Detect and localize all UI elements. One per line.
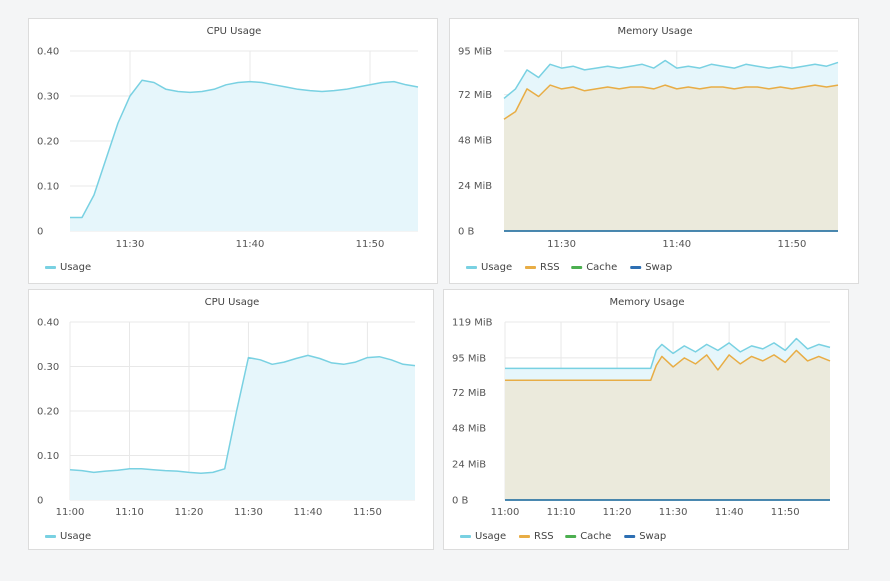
- x-tick-label: 11:30: [116, 239, 145, 250]
- legend-item-rss[interactable]: RSS: [525, 262, 560, 273]
- legend-label: Usage: [60, 531, 91, 542]
- x-tick-label: 11:00: [491, 507, 520, 518]
- y-tick-label: 0.20: [37, 137, 59, 148]
- rss-series-line: [505, 349, 831, 382]
- x-tick-label: 11:40: [662, 239, 691, 250]
- legend-item-rss[interactable]: RSS: [519, 531, 554, 542]
- legend-item-cache[interactable]: Cache: [565, 531, 611, 542]
- usage-series-line: [505, 337, 831, 370]
- memory-usage-chart-2: Memory Usage 0 B 24 MiB 48 MiB 72 MiB 95 MiB 1…: [452, 297, 831, 542]
- legend-item-usage[interactable]: Usage: [45, 531, 91, 542]
- y-tick-label: 0.10: [37, 182, 59, 193]
- legend-label: RSS: [534, 531, 554, 542]
- legend-swatch: [525, 266, 536, 269]
- x-tick-label: 11:30: [234, 507, 263, 518]
- y-tick-label: 24 MiB: [458, 181, 492, 192]
- chart-title: CPU Usage: [207, 26, 262, 37]
- x-tick-label: 11:00: [56, 507, 85, 518]
- y-tick-label: 0.40: [37, 47, 59, 58]
- legend-label: Usage: [60, 262, 91, 273]
- cpu-usage-chart-1: CPU Usage 0 0.10 0.20 0.30 0.40 11:30 11:40 11:5…: [37, 26, 419, 273]
- y-tick-label: 48 MiB: [452, 424, 486, 435]
- legend-swatch: [45, 266, 56, 269]
- legend-label: RSS: [540, 262, 560, 273]
- usage-series-line: [503, 59, 839, 99]
- x-tick-label: 11:20: [603, 507, 632, 518]
- legend-swatch: [630, 266, 642, 269]
- x-tick-label: 11:30: [547, 239, 576, 250]
- y-tick-label: 95 MiB: [452, 353, 486, 364]
- y-tick-label: 0: [37, 496, 43, 507]
- x-tick-label: 11:50: [778, 239, 807, 250]
- cpu-usage-chart-2: CPU Usage 0 0.10 0.20 0.30 0.40 11:00 11:10 11:2…: [37, 297, 416, 542]
- y-tick-label: 0: [37, 227, 43, 238]
- legend-label: Usage: [481, 262, 512, 273]
- x-tick-label: 11:50: [356, 239, 385, 250]
- x-tick-label: 11:10: [547, 507, 576, 518]
- legend-swatch: [571, 266, 583, 269]
- memory-usage-panel-2: Memory Usage 0 B 24 MiB 48 MiB 72 MiB 95 MiB 1…: [443, 289, 849, 550]
- y-tick-label: 72 MiB: [458, 90, 492, 101]
- legend-swatch: [624, 535, 636, 538]
- y-tick-label: 48 MiB: [458, 136, 492, 147]
- chart-title: CPU Usage: [205, 297, 260, 308]
- legend-label: Cache: [586, 262, 617, 273]
- legend-swatch: [45, 535, 56, 538]
- x-tick-label: 11:20: [175, 507, 204, 518]
- legend-item-swap[interactable]: Swap: [624, 531, 666, 542]
- y-tick-label: 0.30: [37, 92, 59, 103]
- memory-usage-chart-1: Memory Usage 0 B 24 MiB 48 MiB 72 MiB 95 MiB 1…: [458, 26, 839, 273]
- legend-label: Swap: [645, 262, 672, 273]
- y-tick-label: 0.20: [37, 407, 59, 418]
- legend-item-usage[interactable]: Usage: [460, 531, 506, 542]
- legend-item-cache[interactable]: Cache: [571, 262, 617, 273]
- y-tick-label: 0.40: [37, 318, 59, 329]
- y-tick-label: 119 MiB: [452, 318, 493, 329]
- x-tick-label: 11:10: [115, 507, 144, 518]
- y-tick-label: 24 MiB: [452, 460, 486, 471]
- x-tick-label: 11:30: [659, 507, 688, 518]
- y-tick-label: 95 MiB: [458, 47, 492, 58]
- usage-series-area: [70, 355, 415, 500]
- x-tick-label: 11:40: [294, 507, 323, 518]
- y-tick-label: 0 B: [452, 496, 469, 507]
- rss-series-area: [504, 85, 838, 231]
- legend-label: Cache: [580, 531, 611, 542]
- chart-title: Memory Usage: [609, 297, 684, 308]
- usage-series-line: [70, 79, 419, 219]
- cpu-usage-panel-1: CPU Usage 0 0.10 0.20 0.30 0.40 11:30 11:40 11:5…: [28, 18, 438, 284]
- x-tick-label: 11:50: [353, 507, 382, 518]
- legend-item-usage[interactable]: Usage: [45, 262, 91, 273]
- y-tick-label: 0.10: [37, 451, 59, 462]
- x-tick-label: 11:40: [236, 239, 265, 250]
- usage-series-area: [70, 80, 418, 231]
- cpu-usage-panel-2: CPU Usage 0 0.10 0.20 0.30 0.40 11:00 11:10 11:2…: [28, 289, 434, 550]
- legend-item-swap[interactable]: Swap: [630, 262, 672, 273]
- legend-swatch: [565, 535, 577, 538]
- legend-swatch: [460, 535, 471, 538]
- legend-swatch: [519, 535, 530, 538]
- y-tick-label: 72 MiB: [452, 388, 486, 399]
- chart-title: Memory Usage: [617, 26, 692, 37]
- y-tick-label: 0 B: [458, 227, 475, 238]
- legend-swatch: [466, 266, 477, 269]
- legend-label: Usage: [475, 531, 506, 542]
- legend-label: Swap: [639, 531, 666, 542]
- x-tick-label: 11:40: [715, 507, 744, 518]
- y-tick-label: 0.30: [37, 362, 59, 373]
- legend-item-usage[interactable]: Usage: [466, 262, 512, 273]
- memory-usage-panel-1: Memory Usage 0 B 24 MiB 48 MiB 72 MiB 95 MiB 1…: [449, 18, 859, 284]
- usage-series-line: [69, 354, 416, 475]
- x-tick-label: 11:50: [771, 507, 800, 518]
- rss-series-line: [503, 84, 839, 120]
- rss-series-area: [505, 350, 830, 500]
